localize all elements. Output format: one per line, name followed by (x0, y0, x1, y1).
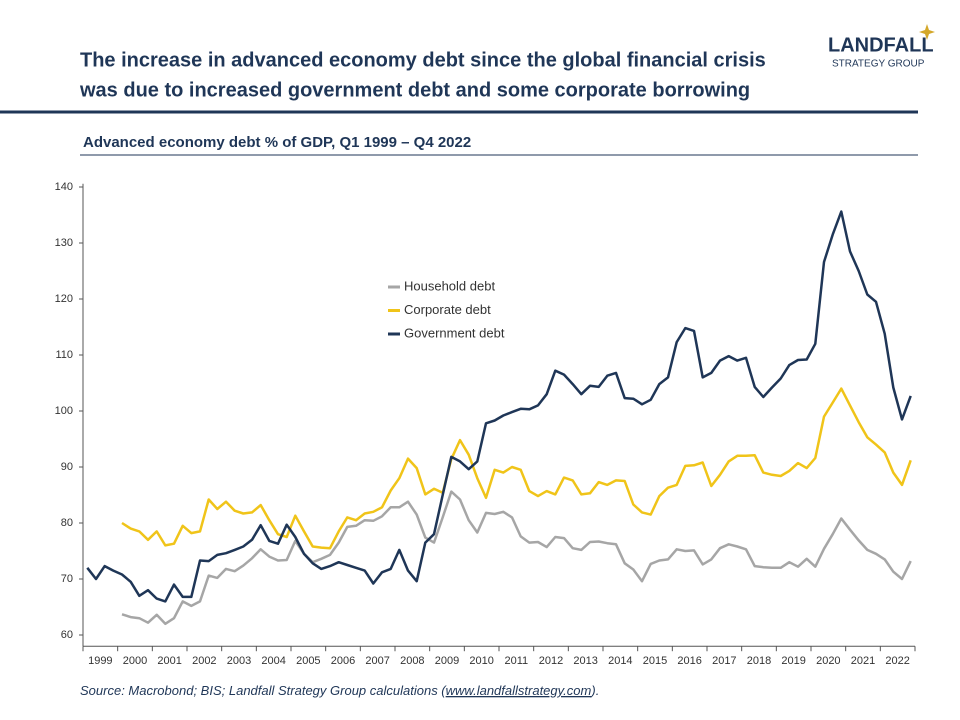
logo: STRATEGY GROUP (832, 59, 925, 70)
chart-subtitle: Advanced economy debt % of GDP, Q1 1999 … (83, 134, 471, 151)
y-tick-label: 140 (55, 181, 73, 193)
chart-title: was due to increased government debt and… (79, 79, 750, 101)
y-tick-label: 60 (61, 629, 73, 641)
y-tick-label: 110 (55, 349, 73, 361)
y-tick-label: 120 (55, 293, 73, 305)
source-link: www.landfallstrategy.com (446, 683, 592, 698)
x-tick-label: 2017 (712, 655, 736, 667)
y-tick-label: 70 (61, 573, 73, 585)
x-tick-label: 2008 (400, 655, 424, 667)
x-tick-label: 1999 (88, 655, 112, 667)
chart-title: The increase in advanced economy debt si… (80, 49, 766, 71)
y-tick-label: 100 (55, 405, 73, 417)
x-tick-label: 2022 (885, 655, 909, 667)
x-tick-label: 2016 (677, 655, 701, 667)
x-tick-label: 2007 (365, 655, 389, 667)
x-tick-label: 2018 (747, 655, 771, 667)
x-tick-label: 2010 (469, 655, 493, 667)
legend-label: Household debt (404, 278, 495, 293)
logo-star (919, 24, 935, 40)
legend-label: Government debt (404, 325, 505, 340)
x-tick-label: 2002 (192, 655, 216, 667)
x-tick-label: 2004 (261, 655, 285, 667)
logo: LANDFALL (828, 34, 934, 56)
source-text: ). (589, 683, 599, 698)
source: Source: Macrobond; BIS; Landfall Strateg… (80, 683, 599, 698)
x-tick-label: 2020 (816, 655, 840, 667)
y-tick-label: 80 (61, 517, 73, 529)
x-tick-label: 2006 (331, 655, 355, 667)
x-tick-label: 2021 (851, 655, 875, 667)
x-tick-label: 2012 (539, 655, 563, 667)
source-text: Source: Macrobond; BIS; Landfall Strateg… (80, 683, 447, 698)
y-tick-label: 90 (61, 461, 73, 473)
x-tick-label: 2009 (435, 655, 459, 667)
x-tick-label: 2011 (505, 655, 529, 667)
x-tick-label: 2003 (227, 655, 251, 667)
x-tick-label: 2001 (157, 655, 181, 667)
legend-label: Corporate debt (404, 302, 491, 317)
series-line (121, 490, 912, 626)
x-tick-label: 2013 (573, 655, 597, 667)
x-tick-label: 2015 (643, 655, 667, 667)
y-tick-label: 130 (55, 237, 73, 249)
x-tick-label: 2019 (781, 655, 805, 667)
series-line (121, 387, 912, 550)
x-tick-label: 2000 (123, 655, 147, 667)
x-tick-label: 2005 (296, 655, 320, 667)
x-tick-label: 2014 (608, 655, 632, 667)
series-line (86, 210, 912, 603)
